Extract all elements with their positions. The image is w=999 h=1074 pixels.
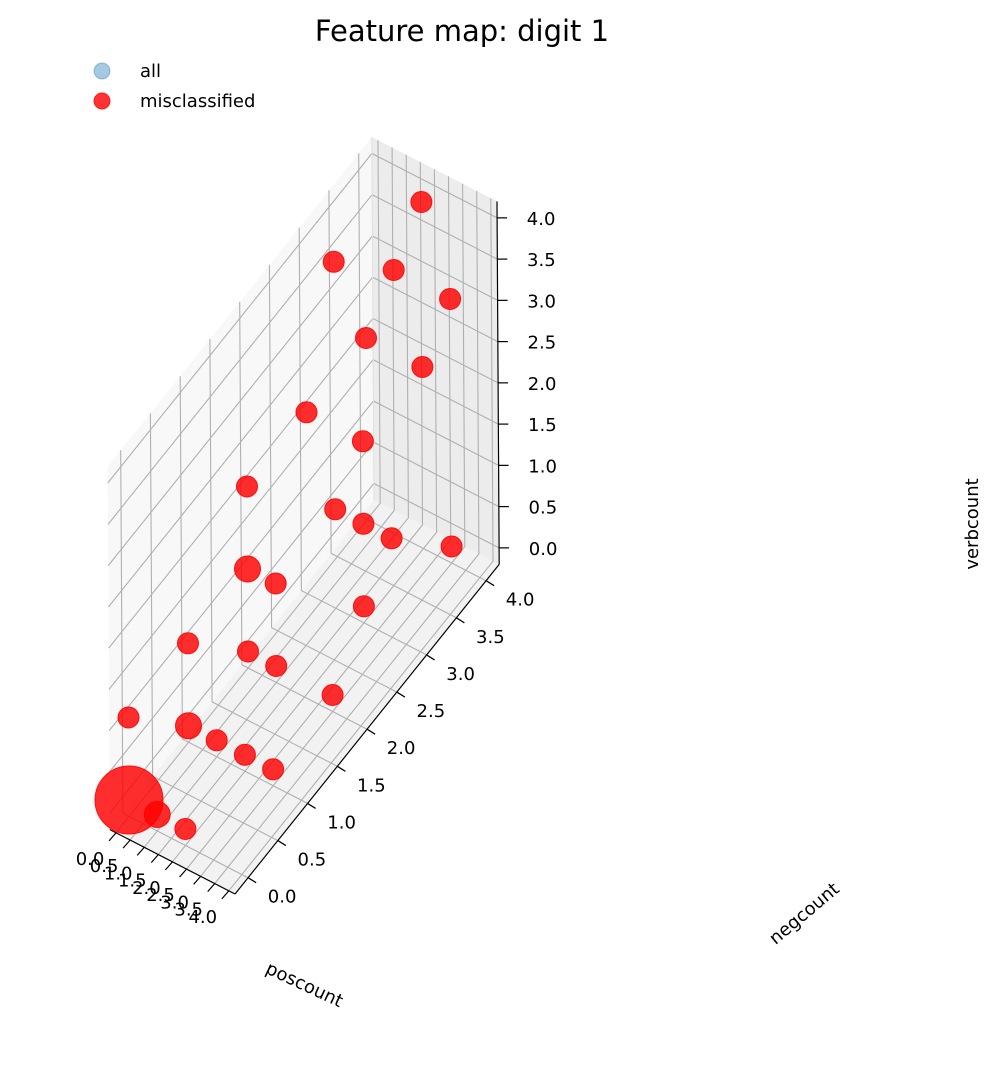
x-axis-label: poscount bbox=[262, 958, 346, 1012]
z-tick-label: 0.0 bbox=[529, 539, 558, 560]
x-tick-label: 0.0 bbox=[76, 849, 105, 870]
y-tick bbox=[247, 877, 257, 884]
z-tick-label: 3.5 bbox=[527, 250, 556, 271]
grid-line-x bbox=[115, 140, 381, 834]
data-point-misclassified bbox=[440, 535, 463, 558]
grid-line-x bbox=[200, 183, 466, 877]
data-point-misclassified bbox=[174, 818, 197, 840]
x-tick bbox=[193, 875, 202, 885]
axis-panes bbox=[107, 137, 500, 894]
x-tick-label: 0.5 bbox=[90, 856, 119, 877]
tick-marks: 0.00.00.00.5 0.50.51.01.01.01.51.51.52.02… bbox=[76, 209, 558, 928]
data-point-misclassified bbox=[234, 555, 261, 583]
data-point-misclassified bbox=[439, 288, 462, 310]
data-point-misclassified bbox=[237, 640, 259, 663]
y-tick-label: 0.5 bbox=[298, 850, 327, 871]
legend: all misclassified bbox=[93, 61, 255, 112]
x-tick-label: 4.0 bbox=[188, 907, 217, 928]
x-tick bbox=[179, 868, 187, 878]
data-point-misclassified bbox=[352, 595, 375, 618]
x-tick-label: 3.5 bbox=[174, 900, 203, 921]
data-points bbox=[94, 191, 463, 840]
y-tick-label: 3.0 bbox=[446, 664, 475, 685]
y-tick bbox=[307, 802, 316, 809]
y-tick-label: 3.5 bbox=[476, 627, 505, 648]
y-tick-label: 2.0 bbox=[387, 738, 416, 759]
z-tick-label: 2.0 bbox=[528, 374, 557, 395]
y-tick bbox=[396, 691, 406, 698]
data-point-misclassified bbox=[175, 712, 202, 740]
y-tick bbox=[277, 840, 287, 847]
data-point-misclassified bbox=[410, 191, 433, 213]
x-tick bbox=[136, 846, 145, 856]
grid-line-x bbox=[228, 198, 494, 892]
z-axis-label: verbcount bbox=[962, 478, 983, 569]
data-point-misclassified bbox=[321, 684, 344, 706]
data-point-misclassified bbox=[264, 572, 287, 595]
grid-line-x bbox=[171, 169, 438, 863]
x-tick bbox=[150, 854, 159, 863]
z-tick-label: 2.5 bbox=[528, 333, 557, 354]
x-tick bbox=[207, 883, 216, 892]
x-tick-label: 1.5 bbox=[118, 871, 147, 892]
data-point-misclassified bbox=[265, 655, 288, 677]
grid-line-y bbox=[239, 301, 368, 730]
y-tick bbox=[337, 765, 346, 772]
data-point-misclassified bbox=[177, 632, 199, 655]
x-tick-label: 1.0 bbox=[104, 863, 133, 884]
grid-line-x bbox=[214, 190, 480, 884]
grid-line-y bbox=[209, 338, 338, 767]
y-tick-label: 1.5 bbox=[357, 775, 386, 796]
y-tick-label: 2.5 bbox=[417, 701, 446, 722]
data-point-misclassified bbox=[295, 401, 318, 424]
data-point-misclassified bbox=[322, 250, 345, 273]
y-tick-label: 4.0 bbox=[506, 590, 535, 611]
y-tick bbox=[456, 617, 465, 624]
x-tick bbox=[164, 861, 173, 871]
data-point-misclassified bbox=[236, 475, 258, 498]
y-tick-label: 1.0 bbox=[327, 812, 356, 833]
grid-line-y bbox=[328, 190, 457, 619]
grid-line-y bbox=[298, 227, 427, 656]
data-point-misclassified bbox=[351, 430, 374, 453]
data-point-misclassified bbox=[262, 758, 285, 781]
data-point-misclassified bbox=[324, 498, 347, 521]
x-tick-label: 2.5 bbox=[146, 885, 175, 906]
grid-line-y bbox=[268, 264, 398, 693]
y-axis-label: negcount bbox=[765, 879, 843, 950]
z-tick-label: 3.0 bbox=[527, 291, 556, 312]
legend-marker-all bbox=[93, 62, 111, 80]
grid-line-y bbox=[179, 376, 308, 804]
data-point-misclassified bbox=[382, 259, 405, 281]
data-point-misclassified bbox=[94, 765, 164, 835]
legend-marker-misclassified bbox=[93, 92, 111, 110]
z-tick-label: 1.0 bbox=[528, 456, 557, 477]
y-tick-label: 0.0 bbox=[268, 887, 297, 908]
legend-label-misclassified: misclassified bbox=[140, 91, 255, 112]
z-tick-label: 1.5 bbox=[528, 415, 557, 436]
y-tick bbox=[426, 654, 435, 661]
data-point-misclassified bbox=[205, 729, 228, 752]
data-point-misclassified bbox=[352, 512, 375, 535]
data-point-misclassified bbox=[380, 527, 403, 550]
data-point-misclassified bbox=[355, 327, 377, 349]
x-tick-label: 2.0 bbox=[132, 878, 161, 899]
y-tick bbox=[485, 580, 495, 587]
x-tick bbox=[108, 832, 117, 842]
y-tick bbox=[366, 728, 376, 735]
chart-title: Feature map: digit 1 bbox=[315, 14, 609, 48]
legend-label-all: all bbox=[140, 61, 161, 82]
x-tick-label: 3.0 bbox=[160, 892, 189, 913]
grid-line-x bbox=[143, 154, 409, 848]
x-tick bbox=[122, 839, 131, 849]
data-point-misclassified bbox=[233, 743, 256, 766]
z-tick-label: 4.0 bbox=[527, 209, 556, 230]
data-point-misclassified bbox=[117, 706, 140, 729]
x-tick bbox=[221, 890, 230, 900]
data-point-misclassified bbox=[411, 356, 434, 378]
z-tick-label: 0.5 bbox=[529, 498, 558, 519]
